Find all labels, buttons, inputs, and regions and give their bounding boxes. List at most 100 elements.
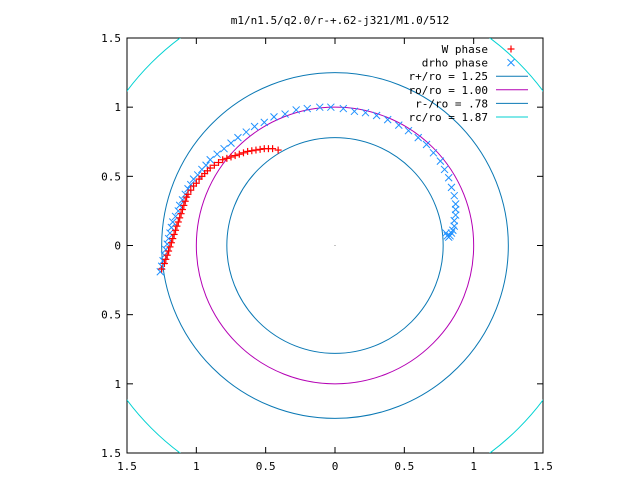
y-tick-label: 1 <box>114 101 121 114</box>
drho-phase-point <box>242 128 251 136</box>
drho-phase-point-b <box>303 104 312 113</box>
drho-phase-point <box>350 107 359 116</box>
w-phase-point <box>181 197 189 205</box>
drho-phase-point <box>260 118 269 127</box>
w-phase-point <box>274 146 282 154</box>
drho-phase-point-b <box>164 234 173 243</box>
drho-phase-point <box>361 108 370 117</box>
w-phase-point <box>210 161 218 169</box>
circle-1.25 <box>161 72 509 419</box>
w-phase-point <box>248 147 256 155</box>
drho-phase-point-b <box>202 161 210 170</box>
w-phase-point <box>187 186 195 194</box>
drho-phase-point-b <box>270 112 278 121</box>
w-phase-point <box>227 153 235 161</box>
drho-phase-point <box>451 200 460 208</box>
x-tick-label: 0 <box>332 460 339 473</box>
x-tick-label: 0.5 <box>394 460 414 473</box>
drho-phase-point-b <box>326 103 335 112</box>
drho-phase-point <box>450 216 459 225</box>
drho-phase-point <box>436 157 445 165</box>
drho-phase-point <box>440 165 449 174</box>
drho-phase-point-b <box>163 240 172 248</box>
w-phase-point <box>180 201 188 209</box>
drho-phase-point <box>250 122 259 131</box>
drho-phase-point <box>292 106 301 114</box>
drho-phase-point-b <box>450 216 459 225</box>
legend-label: drho phase <box>422 57 488 70</box>
y-tick-label: 1.5 <box>101 447 121 460</box>
w-phase-point <box>166 243 174 251</box>
drho-phase-point <box>394 121 403 130</box>
legend-label: W phase <box>442 43 488 56</box>
drho-phase-point-b <box>414 133 423 142</box>
circle-1 <box>195 106 475 385</box>
drho-phase-point-b <box>443 231 452 240</box>
drho-phase-point <box>372 111 381 120</box>
legend-label: ro/ro = 1.00 <box>409 84 488 97</box>
w-phase-point <box>162 255 170 263</box>
w-phase-point <box>178 206 186 214</box>
origin-dot <box>334 245 336 246</box>
w-phase-point <box>507 45 515 53</box>
drho-phase-point-b <box>429 148 438 157</box>
w-phase-point <box>223 154 231 162</box>
w-phase-point <box>177 210 185 218</box>
legend-label: rc/ro = 1.87 <box>409 111 488 124</box>
drho-phase-point <box>444 173 453 182</box>
drho-phase-point-b <box>186 180 195 189</box>
drho-phase-point-b <box>175 201 184 210</box>
drho-phase-point <box>270 112 278 121</box>
drho-phase-point-b <box>220 144 228 153</box>
w-phase-point <box>219 156 227 164</box>
drho-phase-point <box>451 211 460 219</box>
drho-phase-point-b <box>242 128 251 136</box>
drho-phase-point <box>206 155 215 164</box>
w-phase-point <box>174 218 182 226</box>
drho-phase-point-b <box>361 108 370 117</box>
drho-phase-point <box>220 144 228 153</box>
drho-phase-point-b <box>339 104 348 113</box>
w-phase-point <box>158 265 166 273</box>
x-tick-label: 1 <box>470 460 477 473</box>
drho-phase-point <box>234 133 242 142</box>
w-phase-point <box>167 239 175 247</box>
w-phase-point <box>173 222 181 230</box>
w-phase-point <box>231 152 239 160</box>
drho-phase-point-b <box>174 207 183 215</box>
drho-phase-point <box>404 126 413 135</box>
legend-label: r+/ro = 1.25 <box>409 70 488 83</box>
drho-phase-point-b <box>168 218 177 226</box>
y-tick-label: 0.5 <box>101 170 121 183</box>
y-tick-label: 1 <box>114 378 121 391</box>
drho-phase-point-b <box>315 103 324 112</box>
w-phase-point <box>165 247 173 255</box>
drho-phase-point <box>315 103 324 112</box>
drho-phase-point-b <box>507 58 515 67</box>
drho-phase-point-b <box>422 140 431 149</box>
drho-phase-point <box>326 103 335 112</box>
drho-phase-point <box>451 205 460 214</box>
drho-phase-point <box>447 183 456 192</box>
drho-phase-point-b <box>234 133 242 142</box>
w-phase-point <box>252 146 260 154</box>
drho-phase-point-b <box>292 106 301 114</box>
w-phase-point <box>176 214 184 222</box>
drho-phase-point <box>429 148 438 157</box>
x-tick-label: 1.5 <box>533 460 553 473</box>
drho-phase-point-b <box>350 107 359 116</box>
drho-phase-point-b <box>451 200 460 208</box>
drho-phase-point <box>227 139 235 147</box>
w-phase-point <box>184 190 192 198</box>
drho-phase-point-b <box>450 222 459 230</box>
drho-phase-point-b <box>436 157 445 165</box>
drho-phase-point <box>422 140 431 149</box>
w-phase-point <box>170 230 178 238</box>
marker-series <box>156 103 460 276</box>
circle-1.87 <box>127 38 543 453</box>
drho-phase-point-b <box>394 121 403 130</box>
drho-phase-point-b <box>404 126 413 135</box>
drho-phase-point <box>213 150 221 159</box>
